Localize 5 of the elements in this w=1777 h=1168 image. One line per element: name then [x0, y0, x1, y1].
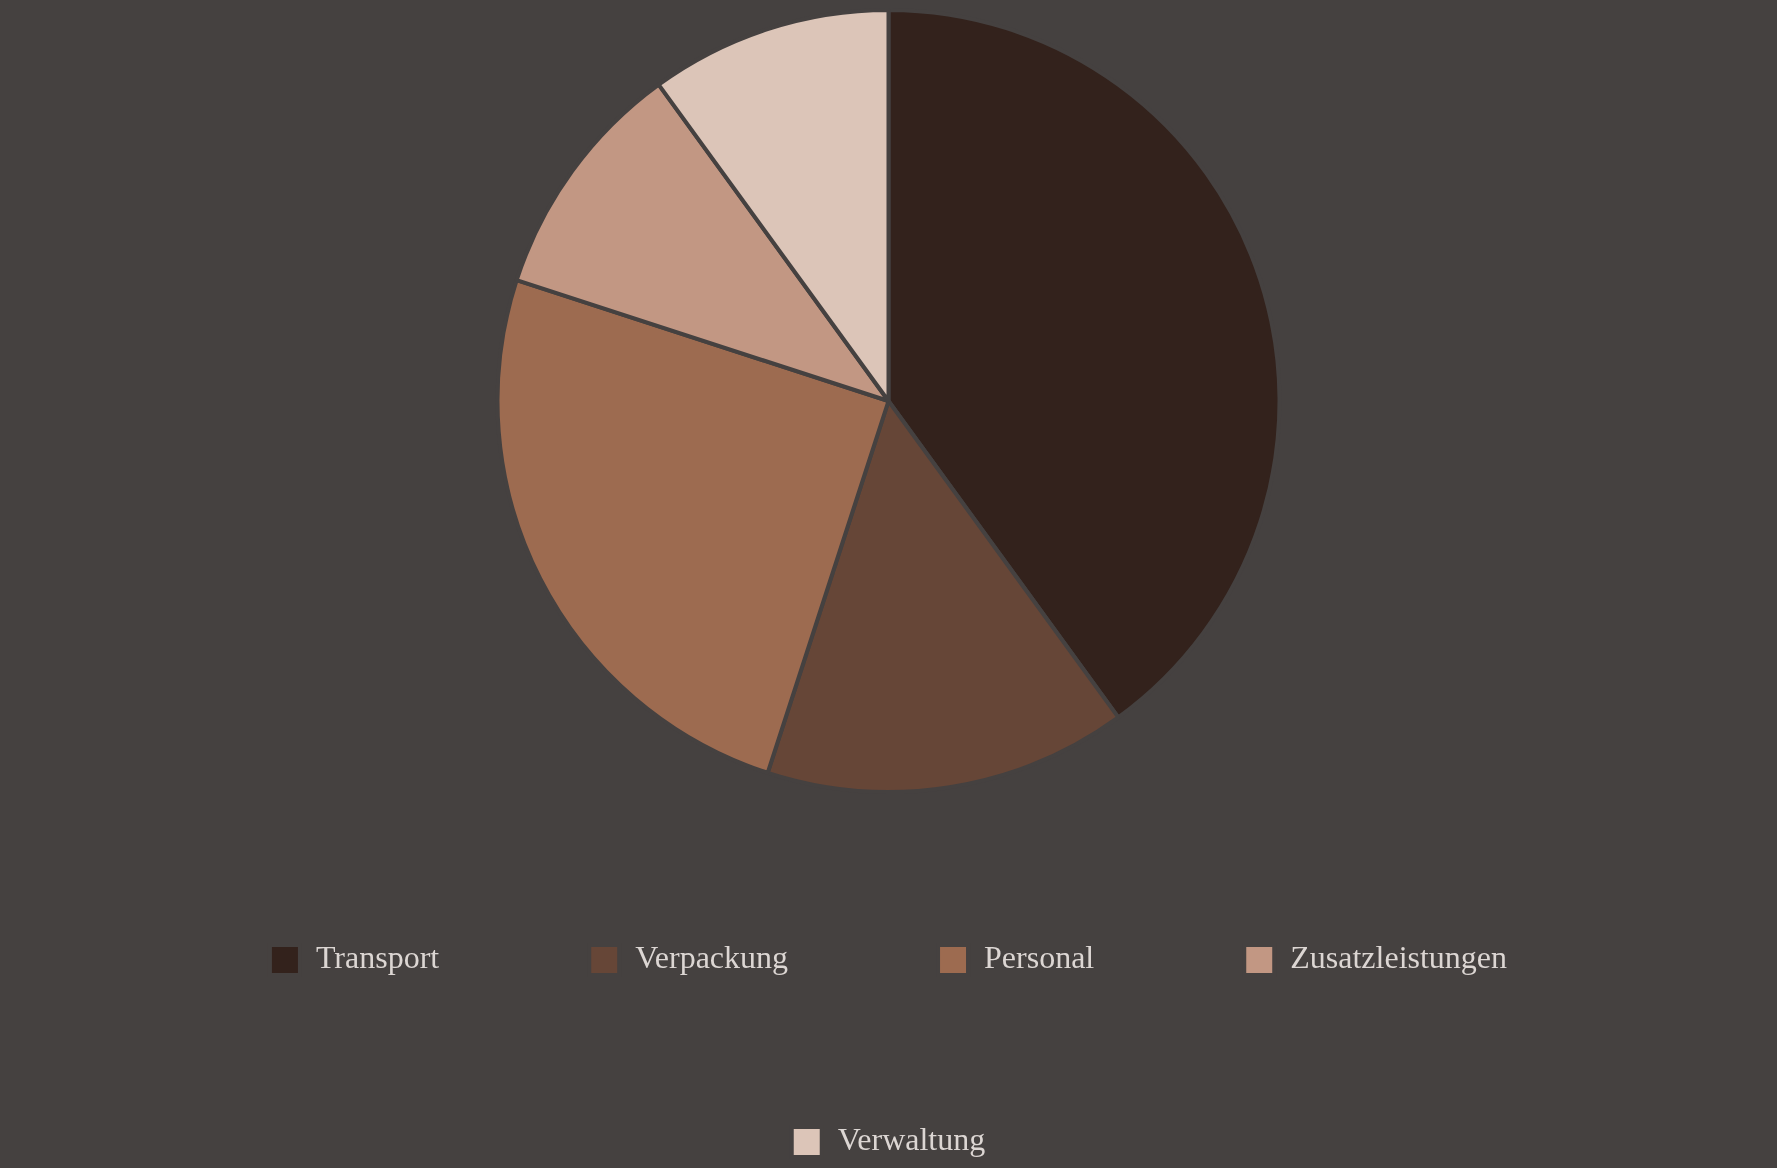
legend-label: Zusatzleistungen [1290, 939, 1508, 976]
legend-label: Personal [984, 939, 1095, 976]
legend-label: Verwaltung [837, 1121, 986, 1158]
legend-label: Verpackung [635, 939, 789, 976]
legend-label: Transport [315, 939, 440, 976]
